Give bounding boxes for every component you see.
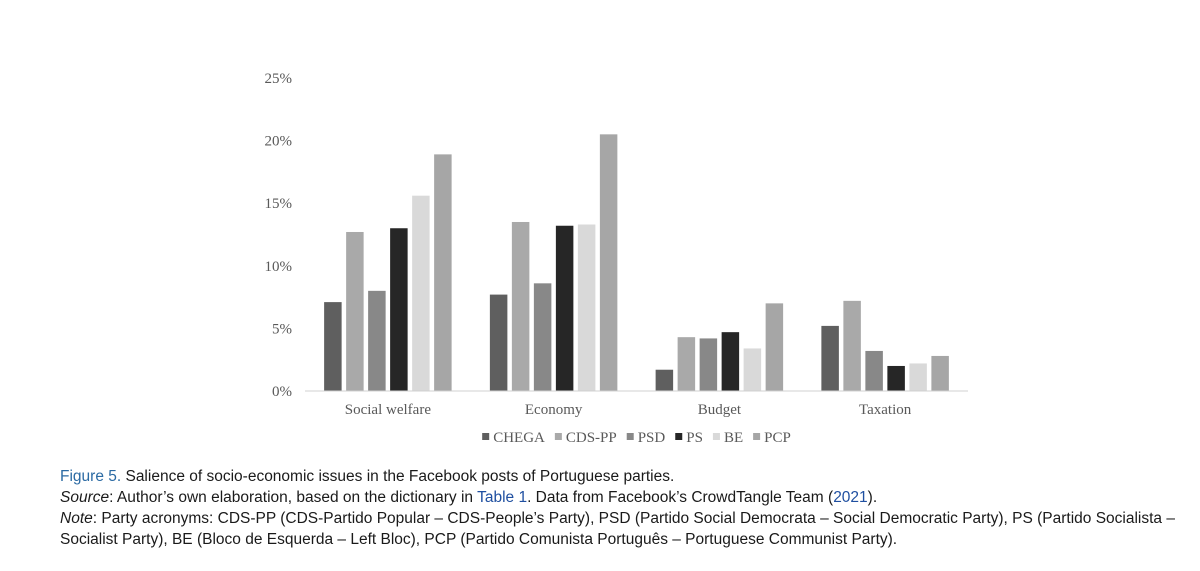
bar-cds-pp-economy xyxy=(511,221,530,391)
source-text-3: ). xyxy=(867,489,878,506)
legend-label-cds-pp: CDS-PP xyxy=(566,430,617,446)
figure-label: Figure 5. xyxy=(60,468,122,485)
reference-2021-link[interactable]: 2021 xyxy=(833,489,868,506)
bar-be-budget xyxy=(743,348,762,391)
legend-swatch-be xyxy=(712,433,720,440)
y-tick-label: 20% xyxy=(265,134,293,150)
bar-pcp-taxation xyxy=(931,355,949,391)
figure-caption: Figure 5. Salience of socio-economic iss… xyxy=(60,466,1190,550)
y-tick-label: 15% xyxy=(265,196,293,212)
caption-source-line: Source: Author’s own elaboration, based … xyxy=(60,487,1190,508)
bar-chega-economy xyxy=(489,294,508,391)
y-tick-label: 25% xyxy=(265,71,293,87)
source-label: Source xyxy=(60,489,110,506)
bar-ps-taxation xyxy=(887,365,905,391)
bar-psd-social-welfare xyxy=(368,290,386,391)
bars xyxy=(324,134,949,391)
bar-ps-economy xyxy=(555,225,574,391)
note-text: : Party acronyms: CDS-PP (CDS-Partido Po… xyxy=(60,510,1175,548)
legend-swatch-psd xyxy=(626,433,634,440)
bar-psd-budget xyxy=(699,338,718,391)
legend: CHEGA CDS-PP PSD PS BE PCP xyxy=(482,430,791,446)
legend-label-chega: CHEGA xyxy=(493,430,545,446)
category-label: Taxation xyxy=(859,402,912,418)
legend-label-ps: PS xyxy=(686,430,703,446)
y-tick-label: 5% xyxy=(272,321,292,337)
bar-be-economy xyxy=(577,224,596,391)
bar-cds-pp-taxation xyxy=(843,300,861,391)
y-tick-label: 10% xyxy=(265,259,293,275)
bar-ps-budget xyxy=(721,332,740,391)
category-label: Social welfare xyxy=(345,402,432,418)
bar-cds-pp-social-welfare xyxy=(346,231,364,391)
category-labels: Social welfare Economy Budget Taxation xyxy=(345,402,912,418)
bar-chart: 0% 5% 10% 15% 20% 25% Social welfare Economy Bu… xyxy=(265,71,968,446)
legend-label-be: BE xyxy=(724,430,743,446)
legend-label-pcp: PCP xyxy=(764,430,791,446)
table-1-link[interactable]: Table 1 xyxy=(477,489,528,506)
bar-pcp-budget xyxy=(765,303,784,391)
y-tick-label: 0% xyxy=(272,384,292,400)
legend-swatch-cds-pp xyxy=(554,433,562,440)
bar-chega-budget xyxy=(655,369,674,391)
caption-title-line: Figure 5. Salience of socio-economic iss… xyxy=(60,466,1190,487)
legend-swatch-pcp xyxy=(753,433,761,440)
source-text-2: . Data from Facebook’s CrowdTangle Team … xyxy=(527,489,834,506)
y-axis-ticks: 0% 5% 10% 15% 20% 25% xyxy=(265,71,293,400)
bar-chega-social-welfare xyxy=(324,302,342,391)
legend-label-psd: PSD xyxy=(638,430,666,446)
bar-be-taxation xyxy=(909,363,927,391)
category-label: Economy xyxy=(525,402,583,418)
bar-psd-taxation xyxy=(865,350,883,391)
source-text: : Author’s own elaboration, based on the… xyxy=(109,489,478,506)
bar-pcp-economy xyxy=(599,134,618,391)
legend-swatch-ps xyxy=(675,433,683,440)
bar-pcp-social-welfare xyxy=(434,154,452,391)
figure-title: Salience of socio-economic issues in the… xyxy=(121,468,675,485)
caption-note-line: Note: Party acronyms: CDS-PP (CDS-Partid… xyxy=(60,508,1190,550)
category-label: Budget xyxy=(698,402,742,418)
note-label: Note xyxy=(60,510,93,527)
bar-be-social-welfare xyxy=(412,195,430,391)
bar-psd-economy xyxy=(533,283,552,391)
bar-chega-taxation xyxy=(821,325,839,391)
bar-cds-pp-budget xyxy=(677,337,696,391)
legend-swatch-chega xyxy=(482,433,490,440)
bar-ps-social-welfare xyxy=(390,228,408,391)
